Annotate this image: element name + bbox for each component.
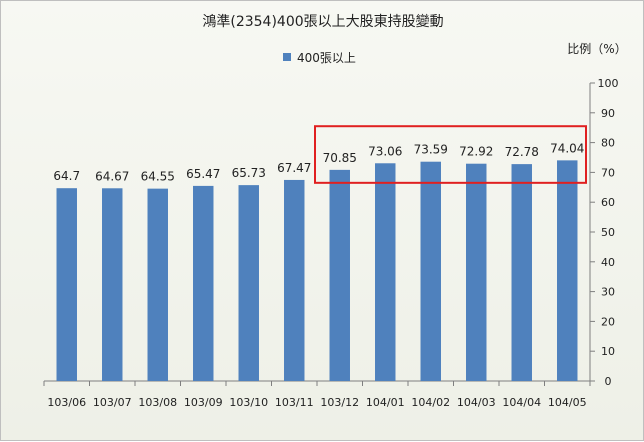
- bar: [238, 185, 259, 381]
- x-tick-label: 103/07: [93, 396, 132, 409]
- data-label: 67.47: [277, 161, 311, 175]
- y-tick-label: 60: [601, 196, 615, 209]
- y-axis-ticks: 0 10 20 30 40 50 60 70 80 90 100: [590, 77, 619, 388]
- y-tick-label: 40: [601, 256, 615, 269]
- bar: [557, 160, 578, 381]
- bars: [56, 160, 578, 381]
- bar: [329, 169, 350, 381]
- y-tick-label: 20: [601, 315, 615, 328]
- x-tick-label: 104/05: [548, 396, 587, 409]
- x-tick-label: 103/09: [184, 396, 223, 409]
- data-label: 65.73: [232, 166, 266, 180]
- bar: [284, 179, 305, 381]
- y-tick-label: 30: [601, 286, 615, 299]
- y-tick-label: 10: [601, 345, 615, 358]
- bar: [56, 188, 77, 381]
- bar: [420, 161, 441, 381]
- data-labels: 64.7 64.67 64.55 65.47 65.73 67.47 70.85 73.06 7…: [53, 141, 584, 183]
- x-tick-label: 104/02: [411, 396, 450, 409]
- y-tick-label: 90: [601, 107, 615, 120]
- x-tick-label: 104/01: [366, 396, 405, 409]
- data-label: 72.92: [459, 145, 493, 159]
- data-label: 64.67: [95, 169, 129, 183]
- bar: [102, 188, 123, 381]
- y-tick-label: 80: [601, 137, 615, 150]
- y-tick-label: 50: [601, 226, 615, 239]
- bar: [511, 164, 532, 381]
- x-tick-label: 103/08: [138, 396, 177, 409]
- x-tick-label: 103/06: [47, 396, 86, 409]
- x-tick-label: 103/11: [275, 396, 314, 409]
- bar: [193, 185, 214, 381]
- y-tick-label: 100: [598, 77, 619, 90]
- data-label: 73.59: [414, 143, 448, 157]
- y-tick-label: 0: [605, 375, 612, 388]
- x-axis-ticks: 103/06 103/07 103/08 103/09 103/10 103/11 103/…: [43, 381, 591, 409]
- legend-swatch: [283, 53, 291, 61]
- data-label: 64.55: [141, 170, 175, 184]
- y-axis-title: 比例（%）: [567, 42, 626, 56]
- data-label: 64.7: [53, 169, 80, 183]
- y-tick-label: 70: [601, 166, 615, 179]
- legend-label: 400張以上: [297, 51, 356, 65]
- chart-title: 鴻準(2354)400張以上大股東持股變動: [202, 14, 443, 30]
- bar: [466, 163, 487, 381]
- data-label: 70.85: [323, 151, 357, 165]
- x-tick-label: 103/10: [229, 396, 268, 409]
- legend: 400張以上: [283, 51, 356, 65]
- data-label: 74.04: [550, 141, 584, 155]
- x-tick-label: 103/12: [320, 396, 359, 409]
- bar: [147, 188, 168, 381]
- bar: [375, 163, 396, 381]
- x-tick-label: 104/04: [502, 396, 541, 409]
- data-label: 72.78: [505, 145, 539, 159]
- x-tick-label: 104/03: [457, 396, 496, 409]
- data-label: 73.06: [368, 144, 402, 158]
- data-label: 65.47: [186, 167, 220, 181]
- highlight-box: [314, 125, 587, 184]
